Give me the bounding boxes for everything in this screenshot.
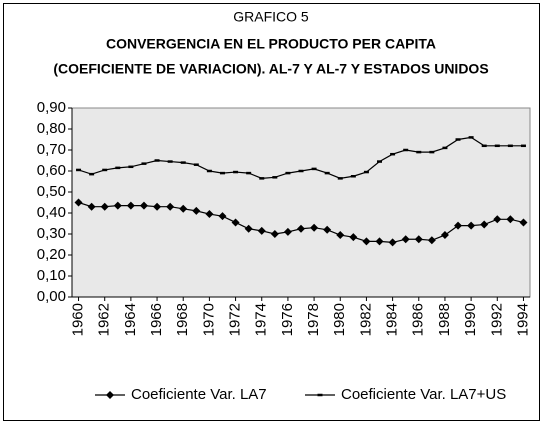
x-tick-label: 1986 — [410, 303, 427, 336]
x-tick-label: 1980 — [331, 303, 348, 336]
marker — [349, 233, 358, 242]
marker — [427, 236, 436, 245]
marker — [192, 206, 201, 215]
x-tick-label: 1962 — [96, 303, 113, 336]
marker — [270, 230, 279, 238]
y-tick-label: 0,90 — [37, 99, 66, 116]
x-tick-label: 1988 — [436, 303, 453, 336]
x-tick-label: 1968 — [174, 303, 191, 336]
x-tick-label: 1984 — [384, 303, 401, 336]
marker — [87, 202, 96, 211]
x-tick-label: 1966 — [148, 303, 165, 336]
chart-subtitle: (COEFICIENTE DE VARIACION). AL-7 Y AL-7 … — [53, 61, 488, 77]
marker — [440, 231, 449, 240]
x-tick-label: 1992 — [488, 303, 505, 336]
marker — [205, 210, 214, 219]
marker — [126, 201, 135, 210]
marker — [179, 204, 188, 213]
y-tick-label: 0,40 — [37, 204, 66, 221]
chart-title: GRAFICO 5 — [233, 9, 309, 25]
marker — [480, 220, 489, 229]
marker — [166, 202, 175, 211]
y-tick-label: 0,60 — [37, 162, 66, 179]
marker — [519, 218, 528, 227]
x-tick-label: 1976 — [279, 303, 296, 336]
marker — [336, 231, 345, 240]
x-tick-label: 1970 — [200, 303, 217, 336]
marker — [310, 223, 319, 232]
y-tick-label: 0,20 — [37, 246, 66, 263]
marker — [100, 202, 109, 211]
marker — [362, 237, 371, 246]
marker — [467, 221, 476, 230]
x-tick-label: 1974 — [253, 303, 270, 336]
marker — [231, 218, 240, 227]
marker — [139, 201, 148, 210]
marker — [257, 226, 266, 235]
y-tick-label: 0,00 — [37, 288, 66, 305]
x-tick-label: 1960 — [70, 303, 87, 336]
y-tick-label: 0,30 — [37, 225, 66, 242]
x-tick-label: 1964 — [122, 303, 139, 336]
marker — [375, 237, 384, 246]
legend-marker — [106, 391, 114, 399]
plot-area — [71, 107, 531, 298]
marker — [388, 238, 397, 247]
marker — [493, 215, 502, 224]
marker — [506, 215, 515, 224]
marker — [218, 212, 227, 221]
marker — [414, 235, 423, 244]
y-tick-label: 0,80 — [37, 120, 66, 137]
x-tick-label: 1990 — [462, 303, 479, 336]
legend-label: Coeficiente Var. LA7+US — [341, 386, 506, 403]
legend-label: Coeficiente Var. LA7 — [131, 386, 267, 403]
marker — [454, 221, 463, 230]
marker — [283, 227, 292, 236]
marker — [244, 224, 253, 233]
marker — [401, 235, 410, 244]
y-tick-label: 0,10 — [37, 267, 66, 284]
marker — [74, 198, 83, 207]
marker — [113, 201, 122, 210]
x-tick-label: 1972 — [227, 303, 244, 336]
x-tick-label: 1978 — [305, 303, 322, 336]
y-tick-label: 0,70 — [37, 141, 66, 158]
y-tick-label: 0,50 — [37, 183, 66, 200]
marker — [153, 202, 162, 211]
marker — [323, 225, 332, 234]
x-tick-label: 1982 — [357, 303, 374, 336]
x-tick-label: 1994 — [514, 303, 531, 336]
marker — [297, 224, 305, 233]
chart-subtitle: CONVERGENCIA EN EL PRODUCTO PER CAPITA — [106, 36, 436, 52]
